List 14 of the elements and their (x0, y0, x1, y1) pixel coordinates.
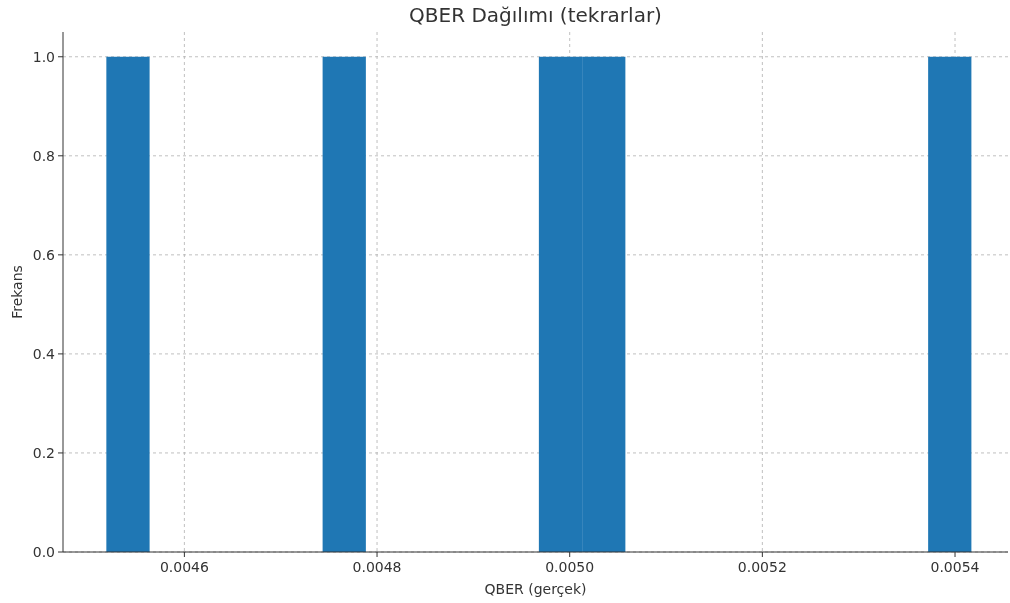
x-tick-label: 0.0046 (159, 559, 209, 575)
y-axis-title: Frekans (9, 265, 25, 319)
x-tick-label: 0.0048 (352, 559, 402, 575)
y-tick-label: 0.6 (32, 246, 56, 263)
y-tick-label: 0.4 (32, 345, 56, 362)
x-tick-label: 0.0052 (737, 559, 787, 575)
y-tick-label: 1.0 (32, 48, 55, 65)
y-tick-label: 0.0 (32, 544, 55, 560)
y-tick-label: 0.2 (32, 444, 55, 461)
x-axis-title: QBER (gerçek) (484, 581, 587, 597)
chart-title: QBER Dağılımı (tekrarlar) (409, 3, 662, 27)
x-tick-label: 0.0054 (930, 559, 980, 575)
x-tick-label: 0.0050 (545, 559, 595, 575)
y-tick-label: 0.8 (32, 147, 55, 164)
